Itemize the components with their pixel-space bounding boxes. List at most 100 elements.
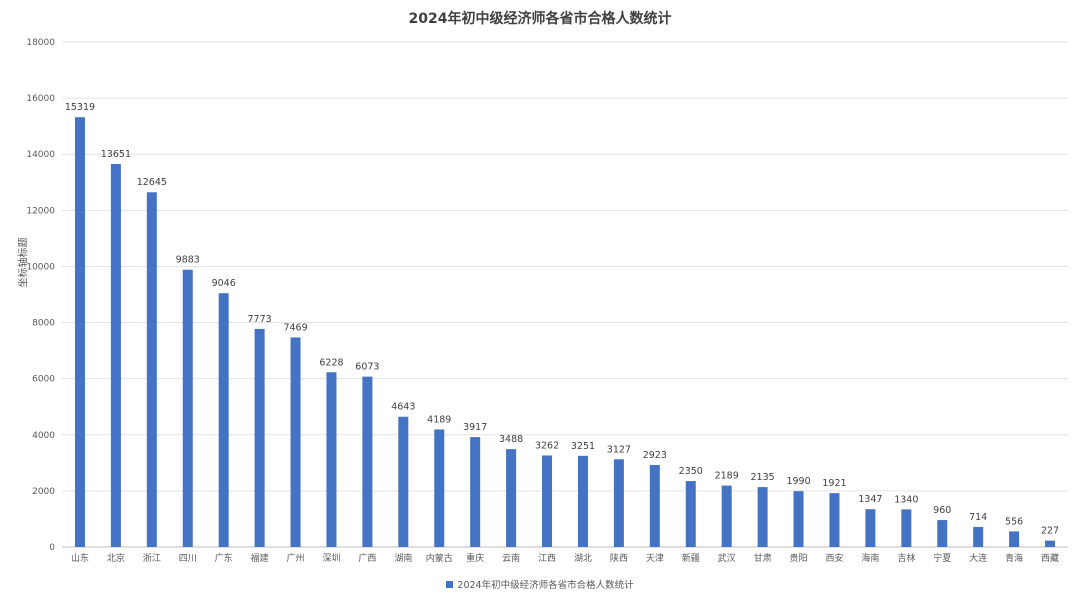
x-tick-label: 浙江 [143, 552, 161, 564]
data-label: 7773 [248, 314, 272, 325]
data-label: 556 [1005, 516, 1023, 527]
y-tick-label: 0 [49, 543, 55, 553]
bar [146, 192, 157, 548]
x-tick-label: 贵阳 [790, 552, 808, 564]
y-tick-label: 8000 [32, 319, 55, 329]
data-label: 2350 [679, 466, 703, 477]
x-tick-label: 广东 [215, 552, 233, 564]
x-tick-label: 青海 [1005, 552, 1023, 564]
data-label: 3917 [463, 422, 487, 433]
legend: 2024年初中级经济师各省市合格人数统计 [0, 577, 1080, 591]
bar [506, 449, 517, 547]
data-label: 2189 [715, 471, 739, 482]
data-label: 3262 [535, 440, 559, 451]
y-tick-label: 16000 [26, 94, 55, 104]
bar [74, 117, 85, 547]
bar [793, 491, 804, 547]
data-label: 4189 [427, 414, 451, 425]
bar [290, 337, 301, 547]
x-tick-label: 内蒙古 [426, 552, 453, 564]
bar [326, 372, 337, 547]
x-tick-label: 西藏 [1041, 552, 1059, 564]
data-label: 3251 [571, 441, 595, 452]
x-tick-label: 陕西 [610, 552, 628, 564]
data-label: 1990 [786, 476, 810, 487]
legend-label: 2024年初中级经济师各省市合格人数统计 [457, 580, 634, 591]
bar [254, 328, 265, 547]
bar [577, 455, 588, 547]
x-tick-label: 新疆 [682, 552, 700, 564]
bar [757, 487, 768, 547]
x-tick-label: 海南 [861, 552, 879, 564]
y-tick-label: 2000 [32, 487, 55, 497]
x-tick-label: 吉林 [897, 552, 915, 564]
y-tick-label: 14000 [26, 150, 55, 160]
x-tick-label: 大连 [969, 552, 987, 564]
bar [542, 455, 553, 547]
bar [829, 493, 840, 547]
data-label: 9883 [176, 255, 200, 266]
data-label: 1340 [894, 494, 918, 505]
legend-swatch [446, 580, 454, 588]
bar [973, 526, 984, 547]
bar [721, 485, 732, 547]
data-label: 227 [1041, 526, 1059, 537]
x-tick-label: 武汉 [718, 552, 736, 564]
x-tick-label: 西安 [825, 552, 843, 564]
x-tick-label: 北京 [107, 552, 125, 564]
x-tick-label: 四川 [179, 554, 197, 564]
bar [398, 416, 409, 547]
x-tick-label: 江西 [538, 553, 556, 564]
bar [1009, 531, 1020, 547]
bar [865, 509, 876, 547]
data-label: 3127 [607, 444, 631, 455]
bar [901, 509, 912, 547]
bar [470, 437, 481, 547]
x-tick-label: 山东 [71, 552, 89, 564]
y-tick-label: 4000 [32, 431, 55, 441]
y-tick-label: 10000 [26, 262, 55, 272]
data-label: 6073 [355, 362, 379, 373]
data-label: 15319 [65, 102, 95, 113]
bar [434, 429, 445, 547]
x-tick-label: 云南 [502, 552, 520, 564]
bar [182, 269, 193, 547]
x-tick-label: 广州 [287, 552, 305, 564]
bar [937, 520, 948, 547]
bar [685, 481, 696, 547]
data-label: 2923 [643, 450, 667, 461]
x-tick-label: 深圳 [322, 553, 340, 564]
data-label: 960 [933, 505, 951, 516]
data-label: 6228 [319, 357, 343, 368]
x-tick-label: 宁夏 [933, 552, 951, 564]
bar [649, 464, 660, 547]
data-label: 1347 [858, 494, 882, 505]
data-label: 12645 [137, 177, 167, 188]
data-label: 7469 [283, 322, 307, 333]
bar [613, 459, 624, 547]
bar [110, 164, 121, 547]
y-tick-label: 6000 [32, 375, 55, 385]
x-tick-label: 福建 [251, 552, 269, 564]
x-tick-label: 重庆 [466, 552, 484, 564]
data-label: 3488 [499, 434, 523, 445]
y-tick-label: 12000 [26, 206, 55, 216]
data-label: 13651 [101, 149, 131, 160]
x-tick-label: 天津 [646, 553, 664, 564]
x-tick-label: 甘肃 [754, 552, 772, 564]
bar [362, 376, 373, 547]
data-label: 2135 [751, 472, 775, 483]
data-label: 1921 [822, 478, 846, 489]
y-tick-label: 18000 [26, 38, 55, 48]
bar [218, 293, 229, 547]
data-label: 9046 [212, 278, 236, 289]
data-label: 714 [969, 512, 987, 523]
x-tick-label: 湖南 [394, 552, 412, 564]
x-tick-label: 广西 [358, 552, 376, 564]
bar [1045, 540, 1056, 547]
data-label: 4643 [391, 402, 415, 413]
chart-title: 2024年初中级经济师各省市合格人数统计 [408, 11, 672, 27]
x-tick-label: 湖北 [574, 553, 592, 564]
